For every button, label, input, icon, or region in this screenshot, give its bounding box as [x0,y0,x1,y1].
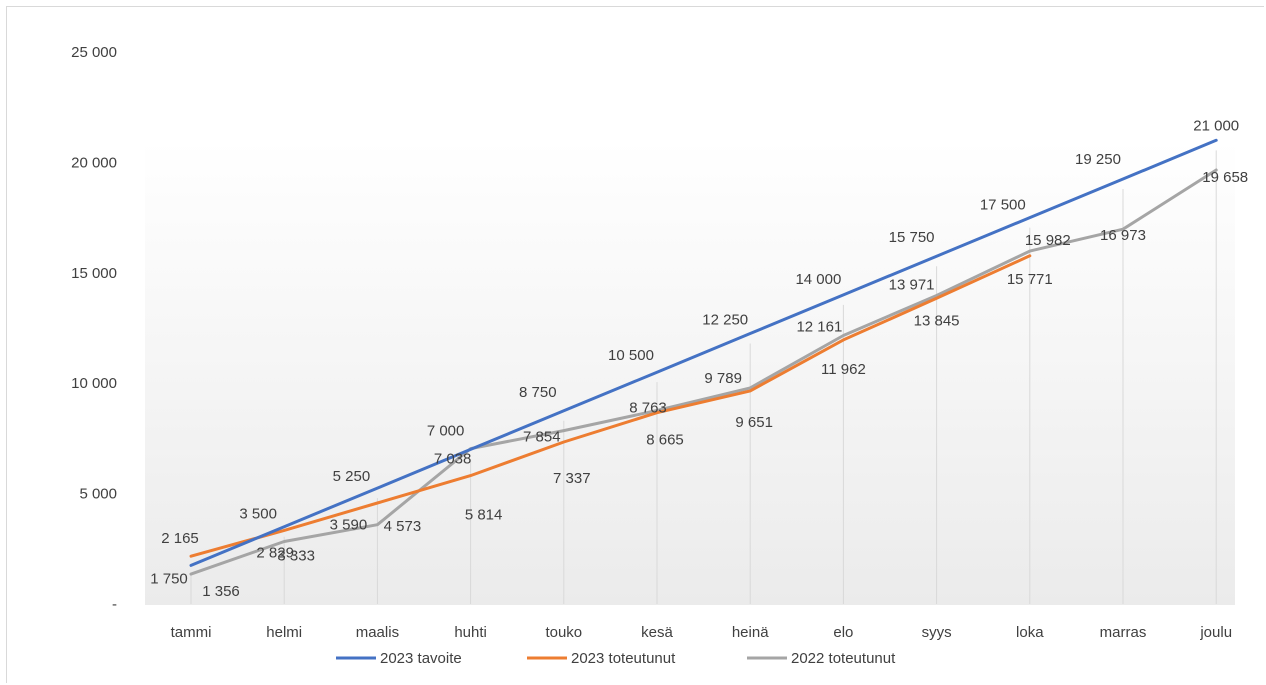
y-tick-label: - [112,596,117,613]
x-tick-label: kesä [641,624,673,641]
data-label: 19 658 [1202,169,1248,186]
plot-area [145,140,1235,605]
data-label: 15 750 [889,229,935,246]
legend-label: 2022 toteutunut [791,650,896,667]
data-label: 15 771 [1007,271,1053,288]
chart-frame [6,6,1264,683]
legend-label: 2023 toteutunut [571,650,676,667]
y-tick-label: 20 000 [71,154,117,171]
data-label: 11 962 [821,361,866,378]
data-label: 15 982 [1025,232,1071,249]
y-tick-label: 10 000 [71,375,117,392]
data-label: 5 250 [333,468,371,485]
data-label: 4 573 [384,518,422,535]
data-label: 13 845 [914,312,960,329]
data-label: 12 250 [702,312,748,329]
data-label: 9 651 [735,414,773,431]
data-label: 21 000 [1193,117,1239,134]
data-label: 7 038 [434,451,472,468]
data-label: 3 500 [239,506,277,523]
y-axis: - 5 000 10 000 15 000 20 000 25 000 [71,44,117,613]
data-label: 1 356 [202,583,240,600]
x-tick-label: touko [545,624,582,641]
x-tick-label: loka [1016,624,1044,641]
y-tick-label: 5 000 [79,486,117,503]
data-label: 8 750 [519,384,557,401]
data-label: 2 829 [256,545,294,562]
x-tick-label: joulu [1199,624,1232,641]
data-label: 10 500 [608,347,654,364]
series-lines [189,138,1218,576]
x-tick-label: huhti [454,624,487,641]
x-tick-label: marras [1100,624,1147,641]
gridlines [190,150,1217,604]
x-tick-label: heinä [732,624,769,641]
data-label: 8 665 [646,432,684,449]
data-label: 8 763 [629,400,667,417]
data-label: 9 789 [704,370,742,387]
data-label: 14 000 [795,271,841,288]
data-label: 16 973 [1100,227,1146,244]
data-label: 2 165 [161,530,199,547]
series-line-2023-toteutunut [189,254,1032,558]
x-tick-label: maalis [356,624,399,641]
x-tick-label: tammi [171,624,212,641]
y-tick-label: 25 000 [71,44,117,61]
series-line-2023-tavoite [189,138,1218,567]
data-label: 13 971 [889,277,935,294]
x-axis: tammi helmi maalis huhti touko kesä heinä elo sy… [171,624,1232,641]
data-label: 3 333 [277,547,315,564]
data-label: 5 814 [465,507,503,524]
legend-label: 2023 tavoite [380,650,462,667]
x-tick-label: syys [922,624,952,641]
data-label: 12 161 [796,318,842,335]
series-line-2022-toteutunut [189,168,1218,576]
data-label: 17 500 [980,197,1026,214]
data-label: 7 854 [523,429,561,446]
y-tick-label: 15 000 [71,265,117,282]
data-label: 3 590 [330,517,368,534]
data-label: 1 750 [150,570,188,587]
data-label: 19 250 [1075,151,1121,168]
x-tick-label: helmi [266,624,302,641]
data-label: 7 337 [553,470,591,487]
data-labels: 1 750 3 500 5 250 7 000 8 750 10 500 12 250 14 … [150,117,1248,600]
legend: 2023 tavoite 2023 toteutunut 2022 toteutun… [336,650,896,667]
data-label: 7 000 [427,422,465,439]
x-tick-label: elo [833,624,853,641]
